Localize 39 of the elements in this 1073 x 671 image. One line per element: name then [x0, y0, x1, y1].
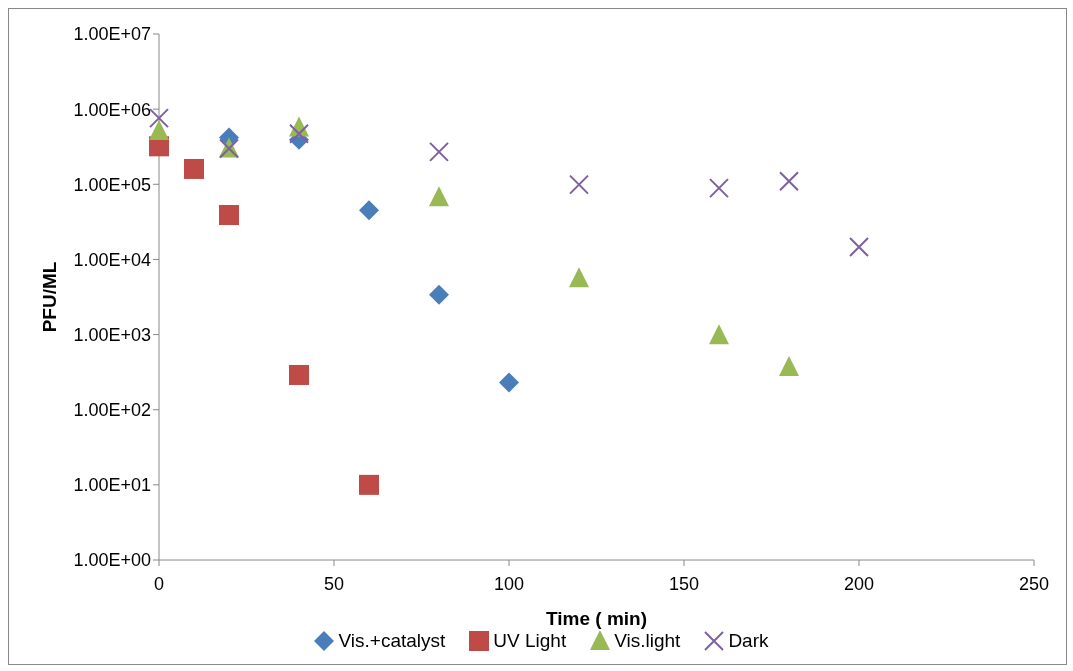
x-tick-label: 0 [153, 574, 165, 594]
y-tick-label: 1.00E+05 [73, 174, 151, 195]
point [149, 120, 169, 141]
point [149, 108, 169, 129]
y-tick-label: 1.00E+04 [73, 249, 151, 270]
point [429, 141, 449, 162]
y-tick-label: 1.00E+03 [73, 324, 151, 345]
point [779, 356, 799, 377]
y-tick-label: 1.00E+02 [73, 400, 151, 421]
x-tick-label: 200 [843, 574, 875, 594]
point [289, 364, 309, 385]
point [709, 178, 729, 199]
x-tick-label: 50 [323, 574, 345, 594]
point [709, 324, 729, 345]
point [359, 200, 379, 221]
x-axis-title: Time ( min) [546, 608, 647, 629]
y-tick-label: 1.00E+06 [73, 99, 151, 120]
y-axis-title: PFU/ML [38, 261, 60, 333]
point [569, 267, 589, 288]
legend-label: Vis.+catalyst [338, 630, 446, 652]
point [569, 174, 589, 195]
y-tick-label: 1.00E+07 [73, 24, 151, 45]
x-tick-label: 250 [1018, 574, 1050, 594]
point [429, 284, 449, 305]
point [499, 372, 519, 393]
y-tick-label: 1.00E+00 [73, 550, 151, 571]
legend-label: UV Light [493, 630, 567, 652]
legend-label: Vis.light [614, 630, 681, 652]
y-tick-label: 1.00E+01 [73, 475, 151, 496]
point [219, 205, 239, 226]
point [429, 186, 449, 207]
point [289, 123, 309, 144]
point [849, 237, 869, 258]
x-tick-label: 150 [668, 574, 700, 594]
point [779, 171, 799, 192]
legend-label: Dark [728, 630, 769, 652]
point [184, 158, 204, 179]
point [359, 474, 379, 495]
x-tick-label: 100 [493, 574, 525, 594]
